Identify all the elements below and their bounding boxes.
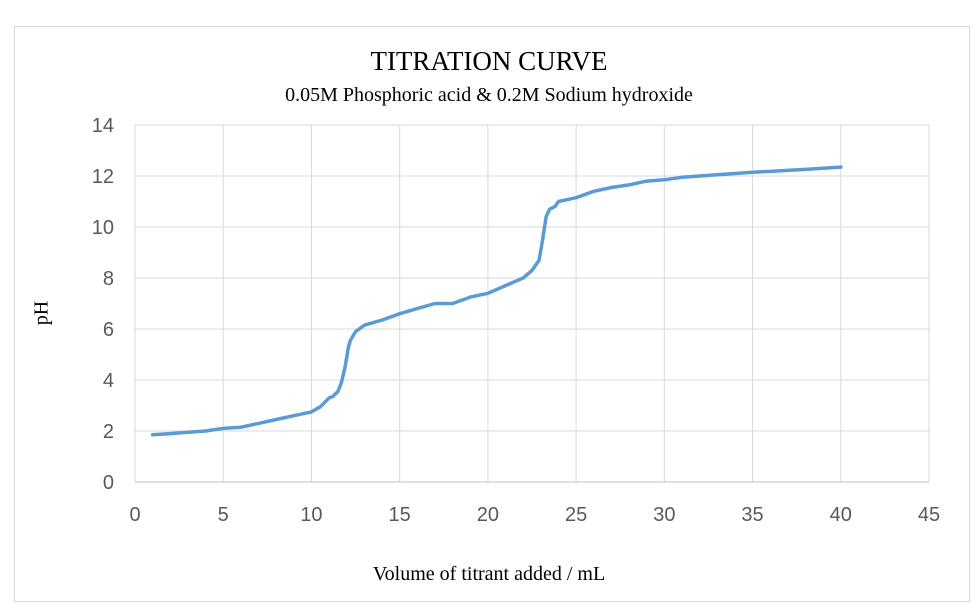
y-tick-label: 2 <box>103 421 114 443</box>
x-tick-label: 20 <box>477 504 499 526</box>
y-axis-label: pH <box>30 300 53 326</box>
y-tick-label: 4 <box>103 370 114 392</box>
chart-subtitle: 0.05M Phosphoric acid & 0.2M Sodium hydr… <box>285 84 693 106</box>
x-tick-label: 45 <box>918 504 940 526</box>
y-tick-label: 6 <box>103 319 114 341</box>
y-tick-label: 10 <box>92 217 114 239</box>
x-tick-label: 30 <box>653 504 675 526</box>
y-tick-label: 8 <box>103 268 114 290</box>
x-tick-label: 5 <box>218 504 229 526</box>
x-tick-label: 35 <box>741 504 763 526</box>
y-tick-label: 0 <box>103 472 114 494</box>
x-tick-label: 10 <box>300 504 322 526</box>
y-tick-label: 12 <box>92 166 114 188</box>
chart-frame <box>14 26 970 602</box>
tick-labels: 0 2 4 6 8 10 12 14 0 5 10 15 20 25 30 35 40 45 <box>92 115 940 526</box>
axes <box>134 125 929 483</box>
x-axis-label: Volume of titrant added / mL <box>372 563 606 585</box>
x-tick-label: 40 <box>830 504 852 526</box>
x-tick-label: 0 <box>129 504 140 526</box>
series-layer <box>150 165 843 437</box>
chart-title: TITRATION CURVE <box>370 46 608 76</box>
x-tick-label: 15 <box>389 504 411 526</box>
x-tick-label: 25 <box>565 504 587 526</box>
grid-lines <box>135 124 930 482</box>
y-tick-label: 14 <box>92 115 114 137</box>
series-line-ph <box>150 165 843 437</box>
